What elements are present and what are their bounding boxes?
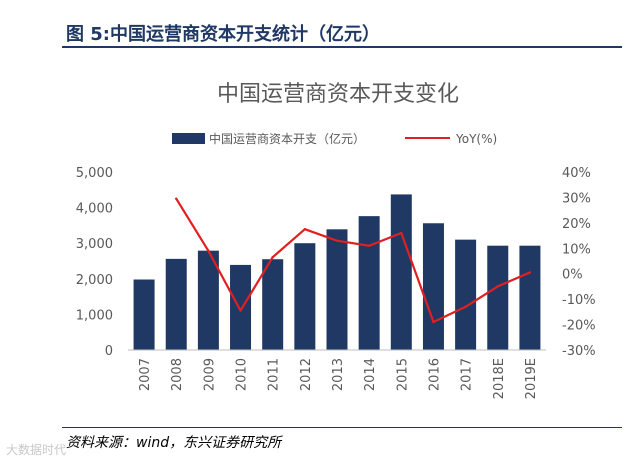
- y-right-ticks: -30% -20% -10% 0% 10% 20% 30% 40%: [562, 166, 596, 359]
- bar-2011: [262, 259, 284, 350]
- figure-title: 图 5:中国运营商资本开支统计（亿元）: [66, 24, 380, 45]
- chart-svg: 中国运营商资本开支变化 中国运营商资本开支（亿元） YoY(%) 0 1,000 2…: [76, 82, 596, 399]
- legend-label-line: YoY(%): [455, 132, 497, 146]
- yoy-point-2013: [335, 239, 339, 242]
- yoy-point-2018E: [496, 285, 499, 288]
- yoy-point-2011: [271, 255, 274, 259]
- yoy-point-2008: [175, 197, 178, 200]
- bar-2016: [422, 223, 444, 350]
- y-left-tick-label: 2,000: [76, 273, 113, 288]
- x-tick-label-2015: 2015: [395, 358, 410, 391]
- y-left-ticks: 0 1,000 2,000 3,000 4,000 5,000: [76, 166, 113, 359]
- y-right-tick-label: 20%: [562, 217, 591, 232]
- x-tick-label-2017: 2017: [460, 358, 475, 391]
- x-tick-label-2018E: 2018E: [492, 358, 507, 399]
- bar-2007: [133, 279, 155, 350]
- x-tick-label-2019E: 2019E: [524, 358, 539, 399]
- watermark-text: 大数据时代: [6, 443, 67, 457]
- bar-2013: [326, 229, 348, 350]
- y-right-tick-label: 0%: [562, 268, 583, 283]
- x-tick-label-2013: 2013: [331, 358, 346, 391]
- bar-2017: [455, 239, 477, 350]
- figure-header: 图 5:中国运营商资本开支统计（亿元）: [0, 0, 640, 52]
- y-right-tick-label: -20%: [562, 319, 596, 334]
- x-tick-label-2010: 2010: [235, 358, 250, 391]
- bar-2014: [358, 216, 380, 350]
- x-tick-label-2011: 2011: [267, 358, 282, 391]
- yoy-point-2017: [464, 305, 467, 308]
- yoy-point-2014: [367, 244, 371, 247]
- yoy-point-2012: [303, 228, 307, 231]
- y-right-tick-label: -10%: [562, 293, 596, 308]
- source-note: 资料来源：wind，东兴证券研究所: [66, 435, 282, 451]
- bar-2009: [197, 250, 219, 350]
- yoy-point-2010: [239, 309, 242, 312]
- x-tick-label-2009: 2009: [202, 358, 217, 391]
- x-tick-label-2007: 2007: [138, 358, 153, 391]
- y-left-tick-label: 5,000: [76, 166, 113, 181]
- bar-2018E: [487, 245, 509, 350]
- yoy-point-2009: [207, 249, 210, 253]
- bar-2015: [390, 194, 412, 350]
- yoy-point-2019E: [528, 271, 532, 274]
- legend-label-bar: 中国运营商资本开支（亿元）: [209, 131, 365, 146]
- x-tick-label-2016: 2016: [427, 358, 442, 391]
- y-left-tick-label: 4,000: [76, 202, 113, 217]
- y-left-tick-label: 0: [105, 344, 113, 359]
- yoy-point-2016: [432, 320, 435, 324]
- yoy-line-series: [175, 197, 532, 324]
- y-left-tick-label: 1,000: [76, 308, 113, 323]
- bar-2012: [294, 243, 316, 350]
- header-rule: [62, 46, 622, 48]
- yoy-point-2015: [400, 231, 403, 235]
- bar-2010: [230, 264, 252, 350]
- chart-legend: 中国运营商资本开支（亿元） YoY(%): [172, 131, 497, 146]
- y-right-tick-label: 10%: [562, 242, 591, 257]
- y-right-tick-label: 40%: [562, 166, 591, 181]
- x-tick-label-2008: 2008: [170, 358, 185, 391]
- bar-2019E: [519, 245, 541, 350]
- legend-swatch-bar: [172, 133, 205, 144]
- bar-2008: [165, 258, 187, 350]
- bar-series: [133, 194, 541, 350]
- x-tick-label-2014: 2014: [363, 358, 378, 391]
- x-tick-label-2012: 2012: [299, 358, 314, 391]
- y-left-tick-label: 3,000: [76, 237, 113, 252]
- y-right-tick-label: -30%: [562, 344, 596, 359]
- footer-rule: [62, 427, 622, 428]
- y-right-tick-label: 30%: [562, 191, 591, 206]
- x-ticks: 2007 2008 2009 2010 2011 2012 2013 2014 2015 2016…: [138, 358, 539, 399]
- chart-title: 中国运营商资本开支变化: [217, 82, 459, 107]
- yoy-line: [175, 198, 531, 324]
